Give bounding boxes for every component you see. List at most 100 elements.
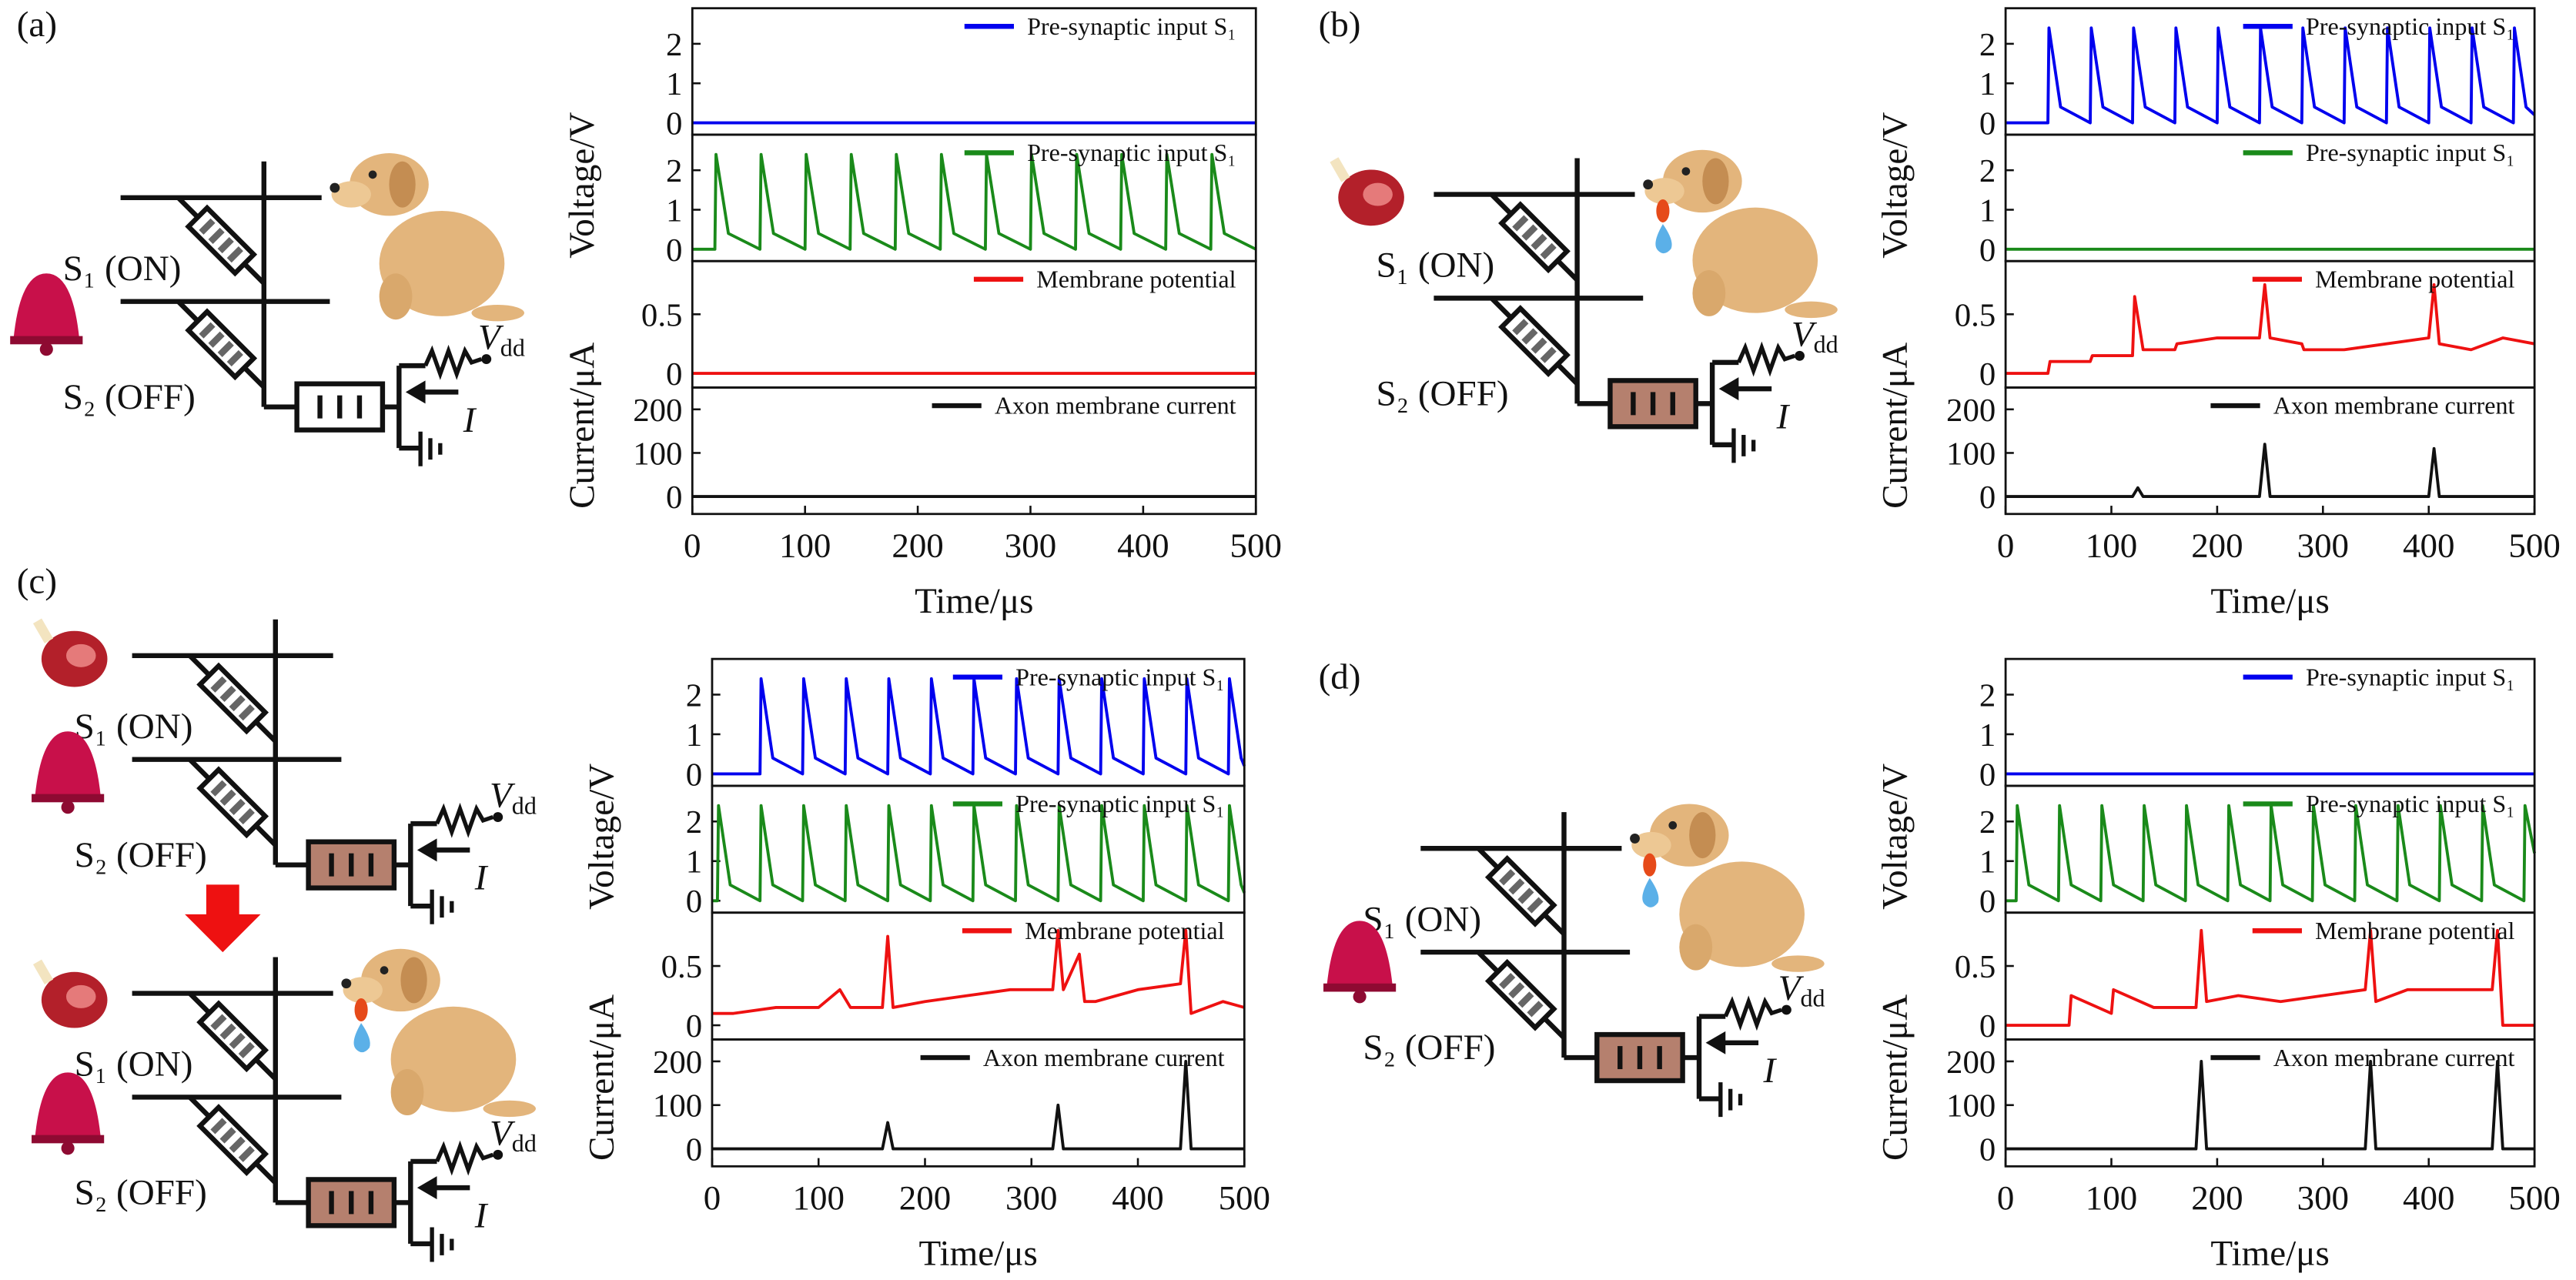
vdd-base: V [478,318,504,358]
dog-leg [1692,270,1726,316]
s2-label: S₂ (OFF) [1363,1028,1495,1068]
trace [2006,1060,2535,1151]
s2-label: S₂ (OFF) [75,1173,207,1213]
y-tick-label: 2 [686,677,702,714]
memristor-body [196,766,269,839]
memristor-stripe [238,704,255,721]
legend-label: Axon membrane current [2273,392,2515,419]
dog-tongue [1656,199,1670,222]
x-tick-label: 500 [1219,1178,1270,1217]
memristor-stripe [219,1127,236,1144]
trace [692,152,1257,251]
memristor-stripe [1521,328,1538,345]
bell-clapper [61,1141,75,1155]
vdd-node [1781,1004,1791,1015]
dog-snout [1644,178,1684,205]
memristor-stripe [1527,897,1544,914]
trace [711,928,1245,1015]
x-axis-label: Time/μs [2210,581,2329,621]
y-tick-label: 1 [1979,66,1996,102]
current-label: I [463,400,477,440]
memristor-stripe [1540,346,1557,363]
memristor-stripe [1517,887,1534,904]
memristor-stripe [226,349,243,367]
y-tick-label: 0 [686,1008,702,1044]
y-tick-label: 0 [1979,106,1996,142]
vdd-label: Vdd [1778,968,1825,1012]
y-tick-label: 2 [666,27,682,63]
trace [2006,804,2537,903]
memristor-stripe [238,807,255,825]
dog-eye [368,170,377,179]
memristor-stripe [1540,242,1557,259]
dog-nose [1643,179,1654,190]
memristor-stripe [1499,869,1516,886]
y-tick-label: 2 [686,804,702,841]
resistor [1723,995,1782,1031]
memristor [185,308,258,381]
y-tick-label: 0 [686,884,702,920]
x-tick-label: 100 [2086,526,2137,564]
dog-snout [331,181,371,208]
trace [2006,26,2536,125]
x-tick-label: 200 [892,526,943,564]
y-tick-label: 0 [1979,232,1996,269]
bell-clapper [1353,990,1367,1004]
memristor-stripe [210,1014,227,1031]
memristor-body [1498,305,1571,377]
bell-rim [32,794,105,803]
vdd-sub: dd [512,791,537,819]
legend-label: Pre-synaptic input S₁ [2306,139,2514,166]
trace [2006,283,2535,376]
x-tick-label: 400 [1112,1178,1163,1217]
axes-frame [2004,386,2536,516]
dog-leg [379,273,413,320]
bell-clapper [61,800,75,814]
x-tick-label: 0 [684,526,701,564]
legend-label: Pre-synaptic input S₁ [2306,12,2514,40]
dog-tail [483,1100,536,1118]
meat-fat [65,643,96,667]
y-tick-label: 2 [1979,27,1996,63]
x-tick-label: 200 [2191,1178,2243,1217]
current-arrow [1718,377,1739,401]
dog-eye [1681,167,1691,175]
drool-drop [1655,224,1672,254]
x-tick-label: 500 [2508,526,2560,564]
current-label: I [1762,1051,1777,1091]
dog-tail [1771,955,1825,972]
y-tick-label: 0 [686,757,702,793]
vdd-base: V [490,1113,516,1153]
x-tick-label: 400 [2403,526,2454,564]
y-tick-label: 100 [1946,1088,1996,1125]
y-tick-label: 200 [1946,393,1996,429]
memristor-stripe [199,322,216,339]
s2-label: S₂ (OFF) [75,835,207,875]
memristor-stripe [210,780,227,797]
meat-fat [65,984,96,1008]
memristor-stripe [1499,972,1516,990]
memristor-body [185,204,258,277]
y-tick-label: 0 [1979,1132,1996,1168]
x-axis-label: Time/μs [2210,1234,2329,1274]
s1-label: S₁ (ON) [63,249,182,289]
memristor-stripe [238,1041,255,1058]
memristor [1484,854,1557,927]
memristor [1484,958,1557,1031]
panel-label: (b) [1319,5,1361,45]
memristor-stripe [226,246,243,263]
memristor-stripe [1508,982,1525,999]
x-tick-label: 100 [793,1178,845,1217]
vdd-base: V [1778,968,1805,1008]
vdd-node [481,354,492,365]
bell [35,731,101,797]
legend-label: Pre-synaptic input S₁ [1015,663,1224,690]
dog-nose [341,978,352,989]
y-tick-label: 0.5 [1955,297,1996,333]
x-tick-label: 0 [704,1178,721,1217]
y-tick-label: 1 [686,717,702,754]
dog-tail [471,304,524,322]
